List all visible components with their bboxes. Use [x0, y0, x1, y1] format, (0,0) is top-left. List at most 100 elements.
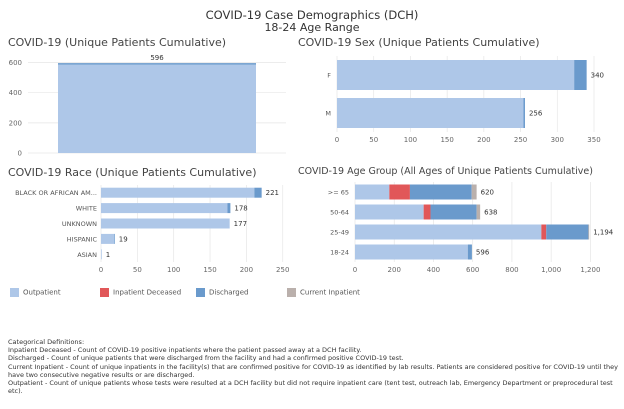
bar-segment-inpatient_deceased [423, 204, 431, 220]
bar-segment-current_inpatient [588, 224, 590, 240]
data-label: 340 [591, 72, 604, 80]
race-chart-title: COVID-19 Race (Unique Patients Cumulativ… [8, 166, 257, 179]
x-tick-label: 1,000 [541, 266, 561, 274]
bar-segment-discharged [409, 184, 472, 200]
x-tick-label: 50 [133, 266, 142, 274]
category-label: WHITE [76, 205, 97, 213]
x-tick-label: 200 [240, 266, 253, 274]
data-label: 19 [119, 235, 128, 243]
data-label: 596 [150, 54, 164, 62]
bar-segment-discharged [523, 98, 525, 128]
x-tick-label: 250 [514, 136, 527, 144]
bar-segment-outpatient [337, 98, 524, 128]
legend-item-outpatient[interactable]: Outpatient [10, 288, 61, 297]
category-label: UNKNOWN [62, 220, 97, 228]
category-label: >= 65 [328, 189, 349, 197]
data-label: 638 [484, 209, 497, 217]
x-tick-label: 50 [369, 136, 378, 144]
x-tick-label: 250 [276, 266, 289, 274]
definition-current-inpatient: Current Inpatient - Count of unique inpa… [8, 362, 619, 379]
bar-segment-inpatient_deceased [389, 184, 410, 200]
bar-segment-outpatient [101, 233, 115, 244]
age-chart-title: COVID-19 Age Group (All Ages of Unique P… [298, 166, 593, 177]
x-tick-label: 350 [587, 136, 600, 144]
bar-segment-inpatient_deceased [541, 224, 547, 240]
legend-swatch-current-inpatient [287, 288, 296, 297]
y-tick-label: 200 [9, 119, 22, 127]
x-tick-label: 0 [335, 136, 339, 144]
data-label: 1 [106, 251, 110, 259]
definition-outpatient: Outpatient - Count of unique patients wh… [8, 379, 613, 396]
legend-label-current-inpatient: Current Inpatient [300, 288, 360, 297]
data-label: 596 [476, 249, 490, 257]
category-label: M [325, 110, 331, 118]
category-label: 18-24 [330, 249, 349, 257]
bar-segment-discharged [574, 60, 587, 90]
bar-segment-outpatient [58, 64, 256, 153]
bar-segment-outpatient [101, 203, 228, 214]
x-tick-label: 300 [551, 136, 564, 144]
category-label: ASIAN [77, 251, 97, 259]
bar-segment-outpatient [355, 224, 542, 240]
bar-segment-outpatient [101, 187, 255, 198]
bar-segment-outpatient [101, 249, 102, 260]
x-tick-label: 800 [505, 266, 518, 274]
bar-segment-outpatient [337, 60, 575, 90]
x-tick-label: 400 [427, 266, 440, 274]
cumulative-chart-title: COVID-19 (Unique Patients Cumulative) [8, 36, 227, 49]
bar-segment-outpatient [101, 218, 230, 229]
page-title: COVID-19 Case Demographics (DCH) [205, 8, 419, 22]
legend-label-outpatient: Outpatient [23, 288, 61, 297]
bar-segment-outpatient [355, 204, 424, 220]
x-tick-label: 0 [99, 266, 103, 274]
definition-discharged: Discharged - Count of unique patients th… [8, 354, 404, 363]
x-tick-label: 150 [440, 136, 453, 144]
bar-segment-discharged [114, 233, 115, 244]
legend-swatch-outpatient [10, 288, 19, 297]
data-label: 177 [234, 220, 247, 228]
category-label: 50-64 [330, 209, 349, 217]
bar-segment-outpatient [355, 244, 468, 260]
data-label: 620 [481, 189, 494, 197]
bar-segment-current_inpatient [476, 204, 481, 220]
legend-item-discharged[interactable]: Discharged [196, 288, 249, 297]
x-tick-label: 200 [477, 136, 490, 144]
y-tick-label: 0 [18, 150, 22, 158]
legend-label-inpatient-deceased: Inpatient Deceased [113, 288, 182, 297]
legend-swatch-inpatient-deceased [100, 288, 109, 297]
data-label: 178 [234, 205, 247, 213]
bar-segment-discharged [430, 204, 477, 220]
legend: Outpatient Inpatient Deceased Discharged… [0, 288, 624, 302]
x-tick-label: 100 [167, 266, 180, 274]
legend-label-discharged: Discharged [209, 288, 249, 297]
legend-item-current-inpatient[interactable]: Current Inpatient [287, 288, 360, 297]
y-tick-label: 600 [9, 59, 22, 67]
definitions-block: Categorical Definitions: Inpatient Decea… [8, 338, 620, 395]
legend-item-inpatient-deceased[interactable]: Inpatient Deceased [100, 288, 181, 297]
definitions-heading: Categorical Definitions: [8, 338, 85, 346]
data-label: 1,194 [593, 229, 614, 237]
x-tick-label: 150 [203, 266, 216, 274]
bar-segment-discharged [227, 203, 231, 214]
bar-segment-discharged [58, 63, 256, 65]
data-label: 221 [266, 189, 279, 197]
y-tick-label: 400 [9, 89, 22, 97]
category-label: BLACK OR AFRICAN AM... [15, 189, 97, 197]
bar-segment-discharged [467, 244, 472, 260]
page-subtitle: 18-24 Age Range [264, 21, 360, 34]
x-tick-label: 600 [466, 266, 479, 274]
category-label: F [327, 72, 331, 80]
x-tick-label: 200 [388, 266, 401, 274]
x-tick-label: 1,200 [580, 266, 600, 274]
category-label: HISPANIC [67, 235, 98, 243]
category-label: 25-49 [330, 229, 349, 237]
definition-inpatient-deceased: Inpatient Deceased - Count of COVID-19 p… [8, 346, 362, 355]
x-tick-label: 0 [353, 266, 357, 274]
legend-swatch-discharged [196, 288, 205, 297]
bar-segment-outpatient [355, 184, 390, 200]
bar-segment-discharged [546, 224, 589, 240]
data-label: 256 [529, 110, 543, 118]
bar-segment-discharged [254, 187, 262, 198]
bar-segment-current_inpatient [471, 184, 477, 200]
